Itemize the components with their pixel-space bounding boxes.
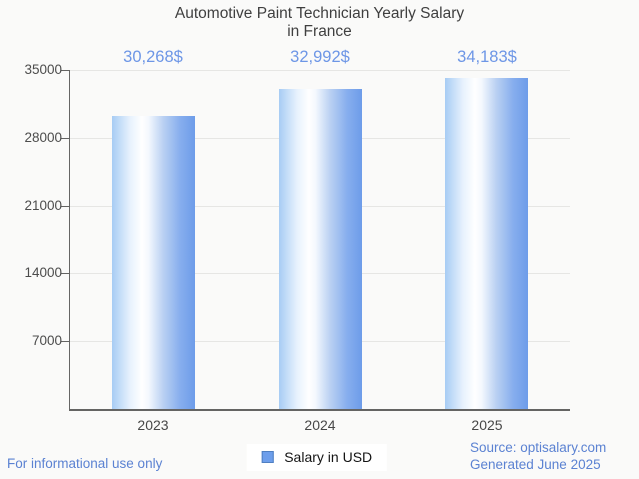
y-tick-mark	[61, 206, 70, 207]
x-tick-label: 2024	[304, 417, 336, 433]
y-tick-label: 28000	[24, 130, 62, 145]
legend-label: Salary in USD	[284, 449, 373, 465]
bar-value-label: 30,268$	[123, 48, 183, 66]
y-tick-mark	[61, 273, 70, 274]
y-tick-mark	[61, 341, 70, 342]
bar-value-label: 32,992$	[290, 48, 350, 66]
chart-title-line1: Automotive Paint Technician Yearly Salar…	[174, 5, 465, 22]
y-tick-label: 7000	[31, 333, 62, 348]
y-tick-label: 14000	[24, 265, 62, 280]
bar	[445, 78, 528, 409]
gridline	[70, 70, 570, 71]
y-tick-label: 21000	[24, 198, 62, 213]
source-line: Source: optisalary.com	[470, 440, 607, 455]
disclaimer-text: For informational use only	[7, 456, 163, 471]
legend: Salary in USD	[246, 444, 388, 471]
bar	[279, 89, 362, 409]
chart-title: Automotive Paint Technician Yearly Salar…	[0, 5, 639, 41]
y-tick-label: 35000	[24, 62, 62, 77]
chart-title-line2: in France	[287, 23, 352, 40]
y-tick-mark	[61, 70, 70, 71]
bar	[112, 116, 195, 409]
legend-swatch-icon	[261, 451, 274, 463]
source-info: Source: optisalary.com Generated June 20…	[470, 440, 606, 473]
x-tick-label: 2025	[471, 417, 503, 433]
y-tick-mark	[61, 138, 70, 139]
x-tick-label: 2023	[137, 417, 169, 433]
bar-value-label: 34,183$	[457, 48, 517, 66]
plot-area: 35000 28000 21000 14000 7000 30,268$ 2023 32,99…	[24, 48, 570, 433]
generated-line: Generated June 2025	[470, 456, 601, 472]
